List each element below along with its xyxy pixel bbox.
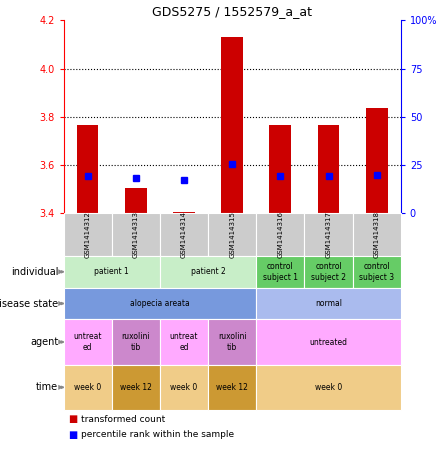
Polygon shape [58,301,64,306]
Polygon shape [58,339,64,345]
Bar [366,108,388,213]
Text: week 0: week 0 [315,383,342,392]
Text: untreat
ed: untreat ed [170,333,198,352]
Text: alopecia areata: alopecia areata [130,299,190,308]
Text: ruxolini
tib: ruxolini tib [121,333,150,352]
Text: disease state: disease state [0,299,58,308]
Polygon shape [58,269,64,275]
Text: patient 1: patient 1 [94,267,129,276]
Polygon shape [61,302,66,305]
Text: GSM1414315: GSM1414315 [229,211,235,258]
Polygon shape [58,385,64,390]
Text: GSM1414312: GSM1414312 [85,211,91,258]
Text: transformed count: transformed count [81,414,165,424]
Text: patient 2: patient 2 [191,267,226,276]
Bar [125,188,147,213]
Text: untreated: untreated [310,337,347,347]
Text: GSM1414314: GSM1414314 [181,211,187,258]
Text: individual: individual [11,267,58,277]
Text: week 12: week 12 [216,383,248,392]
Title: GDS5275 / 1552579_a_at: GDS5275 / 1552579_a_at [152,5,312,18]
Text: control
subject 3: control subject 3 [359,262,394,281]
Bar [173,212,195,213]
Bar [269,125,291,213]
Bar [77,125,99,213]
Text: control
subject 2: control subject 2 [311,262,346,281]
Polygon shape [61,340,66,344]
Text: normal: normal [315,299,342,308]
Text: GSM1414317: GSM1414317 [325,211,332,258]
Text: time: time [36,382,58,392]
Text: week 0: week 0 [170,383,198,392]
Text: percentile rank within the sample: percentile rank within the sample [81,430,234,439]
Text: GSM1414316: GSM1414316 [277,211,283,258]
Text: GSM1414313: GSM1414313 [133,211,139,258]
Bar [221,37,243,213]
Text: control
subject 1: control subject 1 [263,262,298,281]
Polygon shape [61,386,66,389]
Text: GSM1414318: GSM1414318 [374,211,380,258]
Text: ruxolini
tib: ruxolini tib [218,333,247,352]
Polygon shape [61,270,66,274]
Text: ■: ■ [68,414,77,424]
Text: ■: ■ [68,430,77,440]
Bar [318,125,339,213]
Text: agent: agent [30,337,58,347]
Text: week 0: week 0 [74,383,101,392]
Text: untreat
ed: untreat ed [73,333,102,352]
Text: week 12: week 12 [120,383,152,392]
